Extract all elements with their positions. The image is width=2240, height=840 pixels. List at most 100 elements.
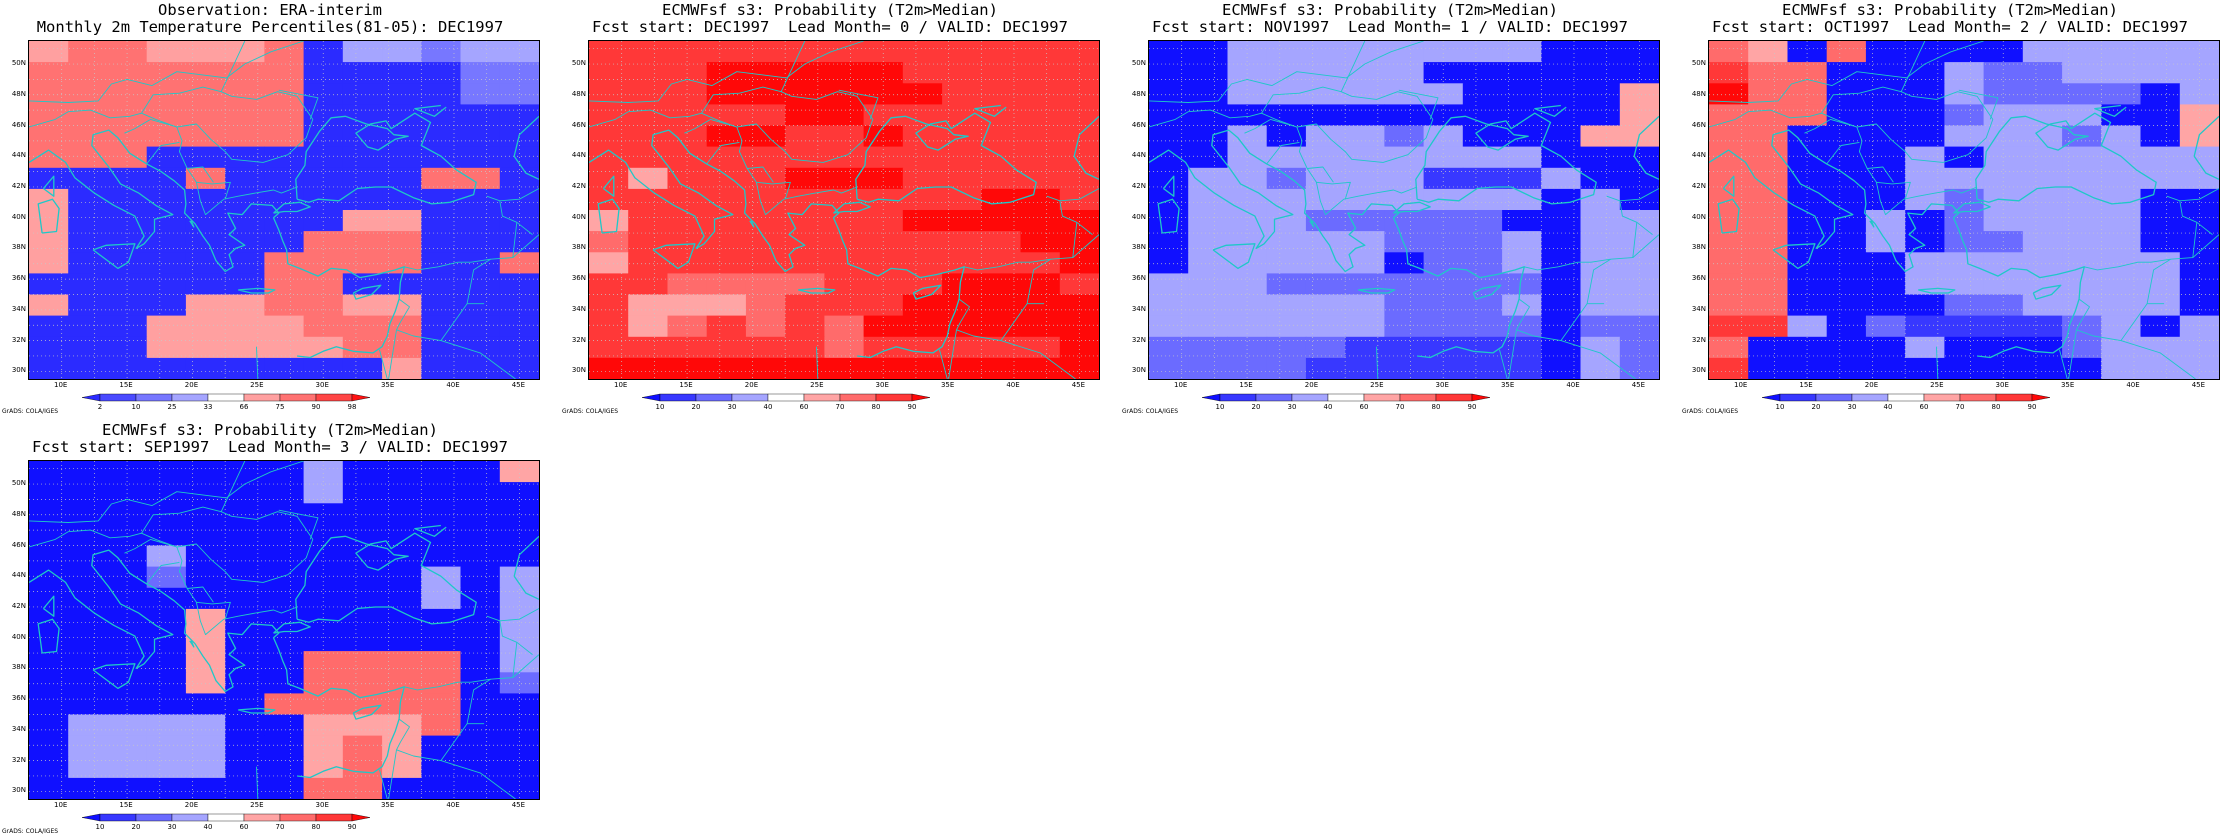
lat-tick-label: 46N (571, 120, 586, 129)
coastline (189, 220, 195, 228)
grid-cell (1020, 273, 1061, 295)
grid-cell (1709, 210, 1749, 232)
lon-tick-label: 45E (511, 801, 526, 809)
grid-cell (1384, 167, 1425, 190)
grid-cell (2022, 188, 2063, 211)
grid-cell (1580, 188, 1621, 211)
colorbar-swatch (1435, 393, 1473, 402)
grid-cell (499, 252, 539, 274)
grid-cell (824, 125, 865, 148)
grid-cell (1305, 357, 1346, 379)
lat-tick-label: 42N (1131, 181, 1146, 190)
grid-cell (1944, 188, 1985, 211)
grid-cell (303, 503, 344, 525)
colorbar-tick-label: 70 (1396, 403, 1405, 411)
grid-cell (382, 693, 422, 715)
grid-cell (421, 252, 461, 274)
grid-cell (342, 693, 383, 715)
grid-cell (1580, 210, 1621, 232)
lat-tick-label: 30N (11, 366, 26, 375)
grid-cell (1227, 41, 1268, 63)
coastline (37, 198, 60, 234)
grid-cell (264, 587, 305, 610)
grid-cell (863, 252, 904, 274)
lat-tick-label: 50N (1691, 59, 1706, 68)
colorbar: 10 20 30 40 60 70 80 90 (1762, 393, 2051, 411)
grid-cell (421, 62, 461, 84)
grid-cell (1305, 62, 1346, 84)
colorbar-tick-label: 2 (98, 403, 102, 411)
grid-cell (264, 83, 305, 105)
grid-cell (1826, 167, 1867, 190)
grid-cell (2101, 273, 2141, 295)
country-border (466, 258, 491, 304)
grid-cell (382, 167, 422, 190)
lon-tick-label: 45E (511, 381, 526, 389)
grid-cell (2101, 62, 2141, 84)
grid-cell (2101, 294, 2141, 317)
country-border (1867, 166, 1894, 183)
grid-cell (2179, 62, 2219, 84)
grid-cell (1541, 83, 1581, 105)
grid-cell (68, 294, 108, 317)
grid-cell (1580, 41, 1621, 63)
grid-cell (382, 41, 422, 63)
grid-cell (1188, 62, 1228, 84)
grid-cell (499, 587, 539, 610)
grid-cell (460, 315, 501, 338)
grid-cell (2101, 210, 2141, 232)
grid-cell (1227, 125, 1268, 148)
grid-cell (1709, 146, 1749, 169)
grid-cell (382, 777, 422, 799)
lat-tick-label: 30N (1691, 366, 1706, 375)
grid-cell (785, 252, 825, 274)
grid-cell (303, 336, 344, 359)
grid-cell (460, 125, 501, 148)
grid-cell (2101, 167, 2141, 190)
grid-cell (2062, 252, 2102, 274)
coastline (352, 704, 382, 720)
lat-tick-label: 34N (1131, 304, 1146, 313)
grid-cell (2179, 167, 2219, 190)
grid-cell (2062, 357, 2102, 379)
grid-cell (1266, 104, 1307, 126)
grid-cell (29, 167, 69, 190)
grid-cell (824, 357, 865, 379)
grid-cell (68, 62, 108, 84)
grid-cell (824, 336, 865, 359)
grid-cell (1905, 273, 1945, 295)
grid-cell (667, 336, 708, 359)
grid-cell (785, 146, 825, 169)
grid-cell (1905, 167, 1945, 190)
grid-cell (1944, 231, 1985, 253)
lon-tick-label: 25E (810, 381, 824, 389)
grid-cell (1580, 315, 1621, 338)
grid-cell (342, 104, 383, 126)
grid-cell (29, 146, 69, 169)
grid-cell (499, 524, 539, 546)
coastline (1709, 129, 2085, 359)
colorbar-swatch (1887, 393, 1925, 402)
grid-cell (1944, 252, 1985, 274)
grid-cell (2062, 273, 2102, 295)
coastline (414, 104, 447, 117)
grid-cell (382, 482, 422, 504)
grid-cell (2022, 167, 2063, 190)
grid-cell (1020, 125, 1061, 148)
grid-cell (981, 146, 1021, 169)
grid-cell (421, 777, 461, 799)
grid-cell (29, 336, 69, 359)
grid-cell (342, 146, 383, 169)
colorbar-tick-label: 90 (348, 823, 357, 831)
grid-cell (225, 336, 265, 359)
grid-cell (421, 83, 461, 105)
grid-cell (421, 273, 461, 295)
grid-cell (902, 273, 943, 295)
grid-cell (785, 188, 825, 211)
grid-cell (824, 167, 865, 190)
grid-cell (942, 146, 982, 169)
country-border (2059, 349, 2068, 379)
grid-cell (2140, 336, 2181, 359)
grid-cell (29, 545, 69, 568)
grid-cell (981, 315, 1021, 338)
